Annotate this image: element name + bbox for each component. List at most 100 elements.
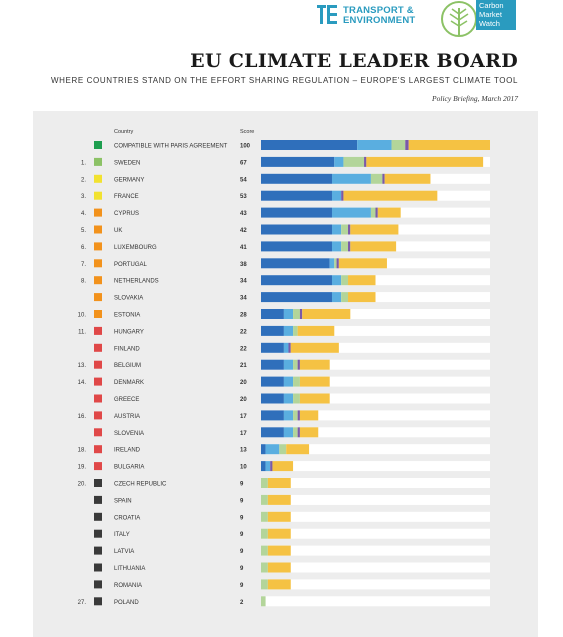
rank-label: 6. bbox=[81, 245, 86, 251]
bar-segment bbox=[261, 579, 268, 590]
bar-track bbox=[261, 393, 490, 404]
status-square bbox=[94, 293, 102, 302]
rank-label: 8. bbox=[81, 279, 86, 285]
country-label: FINLAND bbox=[114, 346, 140, 352]
bar-segment bbox=[261, 224, 332, 235]
bar-track bbox=[261, 562, 490, 573]
te-logo-line1: TRANSPORT & bbox=[343, 5, 414, 16]
bar-segment bbox=[302, 309, 351, 319]
bar-segment bbox=[297, 359, 300, 370]
rank-label: 1. bbox=[81, 160, 86, 166]
bar-segment bbox=[341, 275, 349, 286]
bar-segment bbox=[366, 156, 484, 167]
status-square bbox=[94, 259, 102, 268]
score-value: 53 bbox=[240, 194, 247, 200]
status-square bbox=[94, 445, 102, 454]
bar-segment bbox=[283, 359, 294, 370]
bar-segment bbox=[261, 292, 332, 303]
bar-segment bbox=[405, 140, 409, 150]
status-square bbox=[94, 563, 102, 572]
rank-label: 19. bbox=[78, 465, 87, 471]
bar-segment bbox=[261, 173, 332, 184]
bar-segment bbox=[299, 427, 319, 438]
bar-segment bbox=[334, 258, 337, 269]
bar-segment bbox=[370, 207, 376, 218]
bar-track bbox=[261, 342, 490, 353]
status-square bbox=[94, 377, 102, 386]
bar-segment bbox=[261, 444, 266, 455]
score-value: 20 bbox=[240, 397, 247, 403]
country-label: CZECH REPUBLIC bbox=[114, 482, 167, 488]
score-value: 9 bbox=[240, 515, 244, 521]
bar-segment bbox=[267, 511, 291, 522]
bar-track bbox=[261, 545, 490, 556]
status-square bbox=[94, 479, 102, 487]
bar-segment bbox=[283, 342, 289, 353]
score-value: 34 bbox=[240, 296, 247, 302]
bar-track bbox=[261, 478, 490, 488]
score-value: 38 bbox=[240, 262, 247, 268]
status-square bbox=[94, 580, 102, 589]
country-label: ITALY bbox=[114, 532, 130, 538]
bar-segment bbox=[288, 342, 291, 353]
bar-track bbox=[261, 596, 490, 607]
score-value: 43 bbox=[240, 211, 247, 217]
bar-segment bbox=[283, 393, 294, 404]
bar-segment bbox=[261, 528, 268, 539]
bar-segment bbox=[261, 562, 268, 573]
bar-segment bbox=[341, 224, 349, 235]
country-label: HUNGARY bbox=[114, 329, 144, 335]
bar-segment bbox=[293, 427, 298, 438]
score-value: 9 bbox=[240, 482, 244, 488]
bar-segment bbox=[279, 444, 287, 455]
bar-segment bbox=[348, 275, 376, 286]
bar-segment bbox=[261, 190, 332, 201]
bar-segment bbox=[283, 376, 294, 387]
bar-segment bbox=[299, 376, 330, 387]
bar-segment bbox=[350, 224, 399, 235]
score-value: 22 bbox=[240, 329, 247, 335]
bar-track bbox=[261, 359, 490, 370]
bar-segment bbox=[293, 325, 298, 336]
score-value: 100 bbox=[240, 144, 251, 150]
bar-segment bbox=[293, 393, 300, 404]
country-label: CYPRUS bbox=[114, 211, 139, 217]
bar-segment bbox=[267, 545, 291, 556]
page-subtitle: WHERE COUNTRIES STAND ON THE EFFORT SHAR… bbox=[51, 76, 518, 85]
te-logo-line2: ENVIRONMENT bbox=[343, 15, 416, 26]
bar-segment bbox=[293, 410, 298, 421]
bar-segment bbox=[283, 309, 294, 319]
bar-segment bbox=[261, 427, 284, 438]
te-logo-icon bbox=[317, 5, 337, 24]
country-label: DENMARK bbox=[114, 380, 144, 386]
score-value: 22 bbox=[240, 346, 247, 352]
rank-label: 3. bbox=[81, 194, 86, 200]
bar-segment bbox=[382, 173, 385, 184]
score-value: 34 bbox=[240, 279, 247, 285]
bar-track bbox=[261, 461, 490, 472]
rank-label: 18. bbox=[78, 448, 87, 454]
status-square bbox=[94, 157, 102, 166]
country-label: CROATIA bbox=[114, 515, 140, 521]
status-square bbox=[94, 310, 102, 318]
country-label: IRELAND bbox=[114, 448, 141, 454]
policy-briefing-date: Policy Briefing, March 2017 bbox=[432, 94, 518, 103]
rank-label: 7. bbox=[81, 262, 86, 268]
country-label: AUSTRIA bbox=[114, 414, 140, 420]
bar-segment bbox=[331, 275, 342, 286]
bar-track bbox=[261, 309, 490, 319]
country-column-header: Country bbox=[114, 129, 134, 135]
leaderboard-panel: Country Score COMPATIBLE WITH PARIS AGREEM… bbox=[33, 111, 538, 637]
bar-segment bbox=[267, 478, 291, 488]
status-square bbox=[94, 360, 102, 369]
bar-segment bbox=[261, 275, 332, 286]
status-square bbox=[94, 242, 102, 251]
bar-segment bbox=[329, 258, 335, 269]
bar-segment bbox=[377, 207, 401, 218]
score-value: 17 bbox=[240, 414, 247, 420]
status-square bbox=[94, 529, 102, 538]
bar-segment bbox=[348, 292, 376, 303]
country-label: COMPATIBLE WITH PARIS AGREEMENT bbox=[114, 144, 228, 150]
bar-segment bbox=[283, 410, 294, 421]
bar-segment bbox=[341, 190, 344, 201]
